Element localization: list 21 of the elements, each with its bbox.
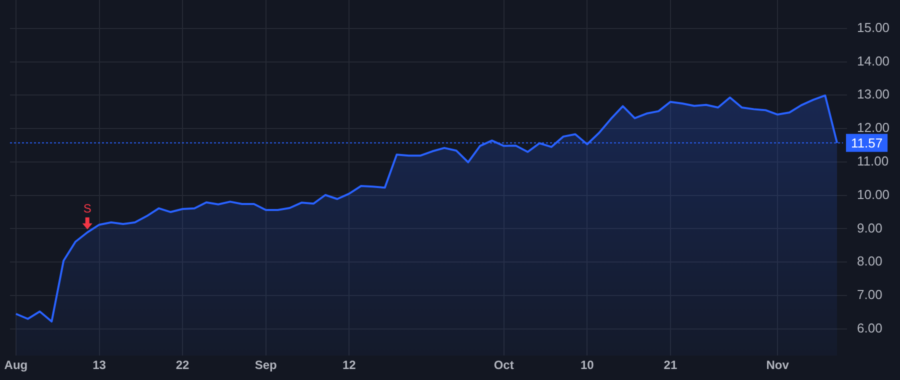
x-tick-label: 10 bbox=[580, 358, 594, 372]
x-tick-label: Sep bbox=[254, 358, 277, 372]
y-tick-label: 12.00 bbox=[857, 120, 890, 136]
y-tick-label: 14.00 bbox=[857, 53, 890, 68]
x-tick-label: 22 bbox=[176, 358, 190, 372]
data-label: S bbox=[83, 202, 92, 216]
y-tick-label: 8.00 bbox=[857, 254, 882, 269]
y-tick-label: 11.00 bbox=[857, 154, 889, 169]
x-tick-label: Nov bbox=[766, 358, 790, 372]
x-tick-label: 12 bbox=[342, 358, 356, 372]
x-tick-label: 13 bbox=[92, 358, 106, 372]
x-tick-label: 21 bbox=[664, 358, 678, 372]
x-tick-label: Aug bbox=[4, 358, 28, 372]
ref-line-label: 11.57 bbox=[851, 135, 883, 150]
y-tick-label: 15.00 bbox=[857, 20, 890, 35]
y-tick-label: 9.00 bbox=[857, 220, 882, 236]
y-tick-label: 6.00 bbox=[857, 320, 882, 336]
y-tick-label: 10.00 bbox=[857, 186, 890, 202]
x-tick-label: Oct bbox=[494, 358, 514, 372]
y-tick-label: 13.00 bbox=[857, 86, 890, 102]
y-tick-label: 7.00 bbox=[857, 287, 882, 302]
